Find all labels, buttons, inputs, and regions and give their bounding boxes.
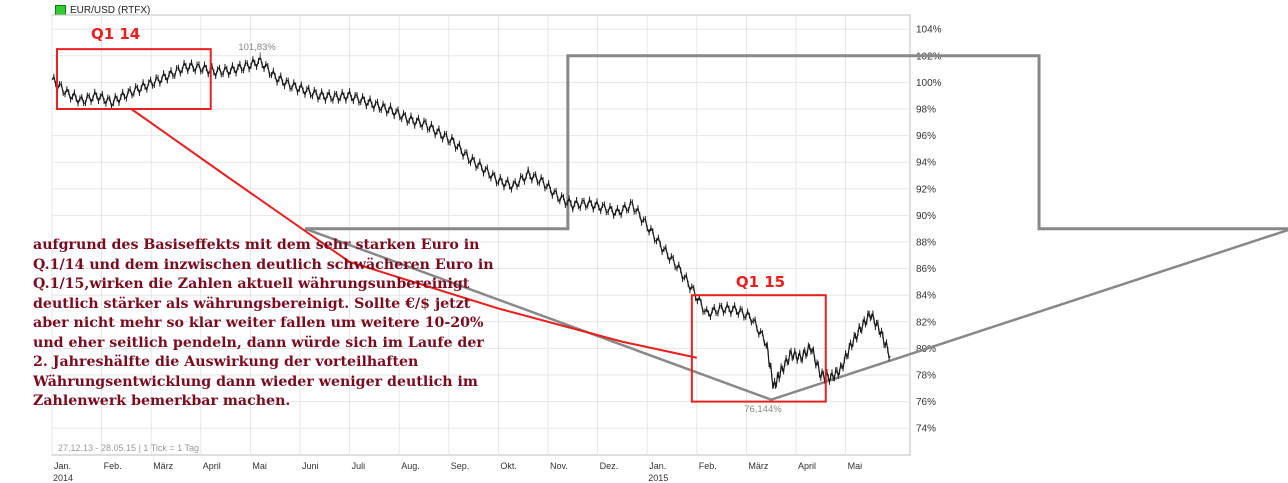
x-tick-label: Mai [848, 461, 863, 471]
x-tick-label: April [203, 461, 221, 471]
y-tick-label: 100% [916, 78, 942, 89]
highlight-box [55, 48, 212, 110]
highlight-box [690, 294, 827, 403]
x-tick-label: Okt. [500, 461, 517, 471]
overlay-v-line [304, 227, 1288, 402]
x-tick-label: Juni [302, 461, 319, 471]
x-tick-label: Aug. [401, 461, 420, 471]
high-value-label: 101,83% [238, 42, 276, 54]
x-year-label: 2014 [53, 473, 73, 483]
chart-footer: 27.12.13 - 28.05.15 | 1 Tick = 1 Tag [58, 443, 200, 453]
y-tick-label: 82% [916, 317, 936, 328]
y-tick-label: 92% [916, 184, 936, 195]
box-label-q1-14: Q1 14 [90, 25, 141, 44]
x-tick-label: Dez. [600, 461, 619, 471]
x-tick-label: Feb. [699, 461, 717, 471]
x-tick-label: Juli [352, 461, 366, 471]
y-tick-label: 88% [916, 238, 936, 249]
y-tick-label: 76% [916, 397, 936, 408]
x-tick-label: April [798, 461, 816, 471]
x-tick-label: Jan. [649, 461, 666, 471]
annotation-text: aufgrund des Basiseffekts mit dem sehr s… [33, 237, 494, 409]
y-tick-label: 96% [916, 131, 936, 142]
x-tick-label: Nov. [550, 461, 568, 471]
x-tick-label: März [748, 461, 768, 471]
y-tick-label: 104% [916, 25, 942, 36]
overlay-step-line [304, 54, 1288, 231]
y-tick-label: 78% [916, 371, 936, 382]
y-tick-label: 98% [916, 105, 936, 116]
x-tick-label: Jan. [54, 461, 71, 471]
price-series-line [51, 54, 891, 388]
y-tick-label: 86% [916, 264, 936, 275]
box-label-q1-15: Q1 15 [735, 273, 786, 292]
x-year-label: 2015 [648, 473, 668, 483]
legend-label: EUR/USD (RTFX) [70, 5, 151, 16]
y-tick-label: 90% [916, 211, 936, 222]
y-tick-label: 84% [916, 291, 936, 302]
x-tick-label: Sep. [451, 461, 470, 471]
x-tick-label: Feb. [104, 461, 122, 471]
y-tick-label: 94% [916, 158, 936, 169]
x-tick-label: Mai [252, 461, 267, 471]
x-tick-label: März [153, 461, 173, 471]
overlay-red-line [130, 108, 698, 359]
low-value-label: 76,144% [744, 403, 782, 415]
y-tick-label: 74% [916, 424, 936, 435]
